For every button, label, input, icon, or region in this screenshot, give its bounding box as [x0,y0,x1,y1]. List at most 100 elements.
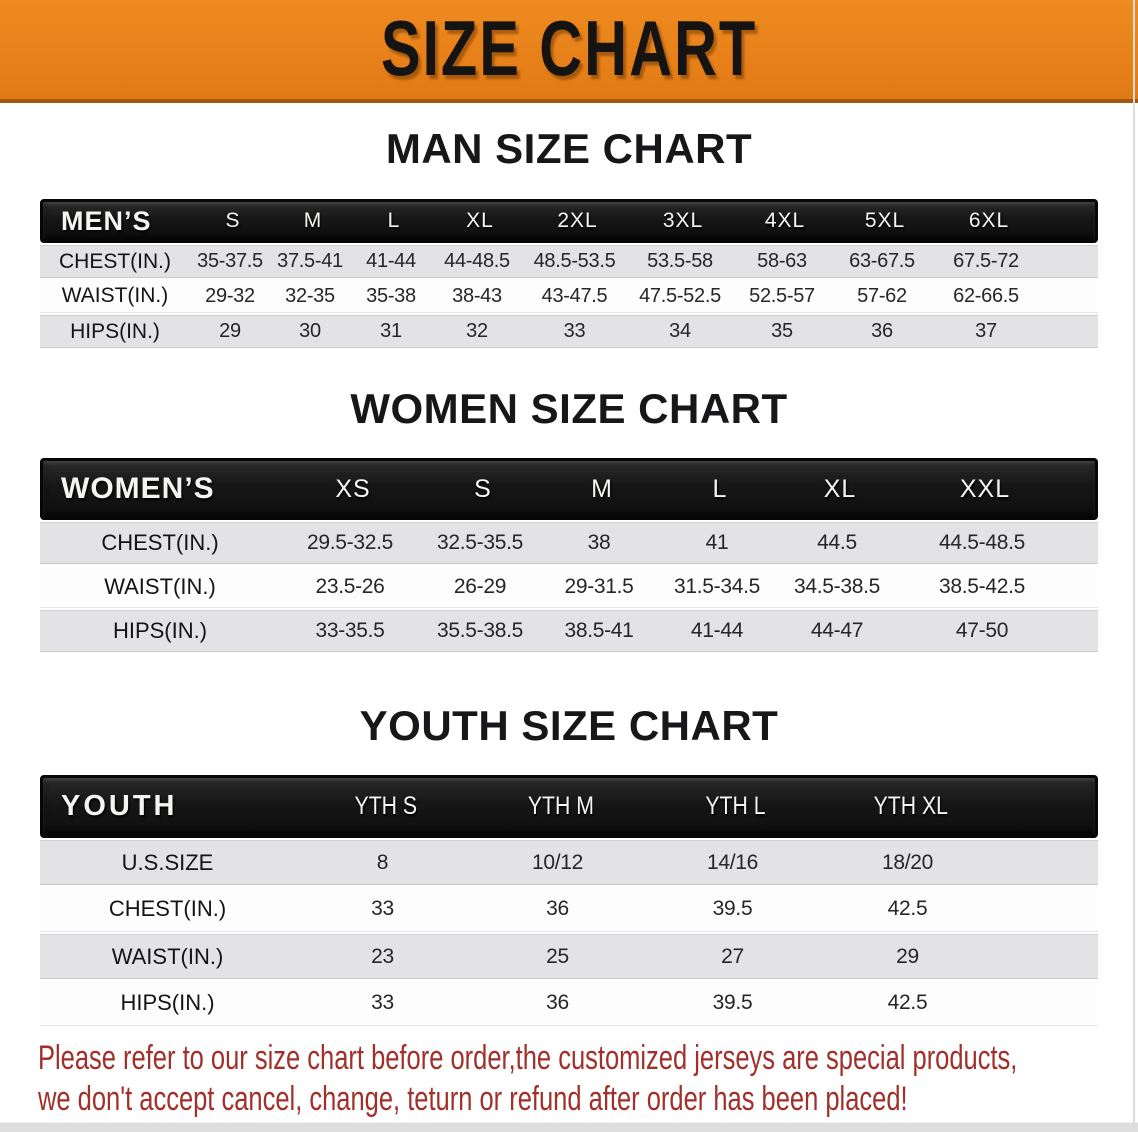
column-header-label: M [303,209,323,232]
column-header-label: 2XL [557,209,598,232]
cell-value: 62-66.5 [953,284,1019,307]
cell-value: 58-63 [757,250,807,272]
column-header: XL [779,475,901,504]
cell-value: 34.5-38.5 [793,574,881,598]
column-header: 4XL [736,209,834,233]
cell-value: 38.5-42.5 [938,574,1026,598]
cell-value: 57-62 [857,284,907,307]
column-header: XS [283,475,423,504]
cell-value: 32-35 [285,284,335,307]
cell-value: 23 [371,944,394,968]
cell-value: 42.5 [887,991,928,1014]
charts-main: MAN SIZE CHART MEN’S S M L XL 2XL 3XL 4XL 5XL 6XL C… [0,126,1138,1026]
cell-value: 38-43 [452,284,502,307]
column-header: 6XL [936,209,1042,233]
section-heading: WOMEN SIZE CHART [350,385,788,432]
size-table-men: MEN’S S M L XL 2XL 3XL 4XL 5XL 6XL CHEST(IN.) 35-37… [40,199,1098,348]
column-header: 2XL [525,209,630,233]
cell-value: 36 [871,320,893,342]
column-header: 5XL [834,209,936,233]
table-header-bar: MEN’S S M L XL 2XL 3XL 4XL 5XL 6XL [40,199,1098,243]
column-header-label: YTH L [705,792,766,820]
cell-value: 35-37.5 [197,250,263,272]
table-row: U.S.SIZE 8 10/12 14/16 18/20 [40,840,1098,885]
cell-value: 23.5-26 [315,574,385,598]
column-header-label: XL [823,474,857,503]
cell-value: 29-32 [205,284,255,307]
table-row: HIPS(IN.) 33 36 39.5 42.5 [40,981,1098,1026]
column-header-label: S [225,209,241,232]
cell-value: 47.5-52.5 [639,284,721,307]
table-row: HIPS(IN.) 33-35.5 35.5-38.5 38.5-41 41-44 44-… [40,610,1098,652]
column-header: YTH L [648,792,823,821]
column-header-label: M [591,474,613,503]
column-header: YTH S [298,792,473,821]
column-header-label: 6XL [968,209,1010,232]
cell-value: 8 [376,850,389,874]
section-heading: MAN SIZE CHART [385,125,753,172]
table-row: CHEST(IN.) 33 36 39.5 42.5 [40,887,1098,932]
column-header: YTH M [473,792,648,821]
table-header-bar: YOUTH YTH S YTH M YTH L YTH XL [40,775,1098,838]
cell-value: 30 [299,320,321,342]
table-corner-label: YOUTH [61,790,178,822]
cell-value: 48.5-53.5 [533,250,616,272]
table-row: CHEST(IN.) 29.5-32.5 32.5-35.5 38 41 44.5 44.5… [40,522,1098,564]
column-header-label: 4XL [764,209,806,232]
table-header-bar: WOMEN’S XS S M L XL XXL [40,458,1098,520]
column-header: YTH XL [823,792,998,821]
banner: SIZE CHART [0,0,1138,103]
table-row: WAIST(IN.) 23.5-26 26-29 29-31.5 31.5-34.5 34… [40,566,1098,608]
cell-value: 29.5-32.5 [306,531,394,554]
column-header-label: 5XL [864,209,906,232]
cell-value: 44.5-48.5 [938,531,1026,554]
column-header: M [273,209,353,233]
cell-value: 53.5-58 [647,250,713,272]
cell-value: 29 [896,944,919,968]
row-label: WAIST(IN.) [104,573,216,599]
cell-value: 14/16 [706,850,759,874]
column-header: S [193,209,273,233]
table-row: WAIST(IN.) 29-32 32-35 35-38 38-43 43-47.5 47.… [40,280,1098,313]
cell-value: 39.5 [712,991,753,1014]
column-header: 3XL [630,209,736,233]
cell-value: 36 [546,897,569,920]
cell-value: 41 [705,531,729,554]
row-label: CHEST(IN.) [59,249,171,273]
cell-value: 41-44 [366,250,416,272]
disclaimer-line-2: we don't accept cancel, change, teturn o… [38,1080,908,1118]
disclaimer: Please refer to our size chart before or… [38,1038,1138,1120]
table-corner-label: MEN’S [61,205,152,236]
row-label: HIPS(IN.) [70,319,160,343]
cell-value: 38 [587,531,611,554]
cell-value: 36 [546,991,569,1014]
column-header: XXL [901,475,1069,504]
row-label: CHEST(IN.) [101,530,219,555]
row-label: HIPS(IN.) [112,618,208,643]
cell-value: 39.5 [712,897,753,920]
row-label: CHEST(IN.) [108,896,227,921]
cell-value: 32 [466,320,488,342]
column-header-label: XXL [959,474,1011,503]
size-table-youth: YOUTH YTH S YTH M YTH L YTH XL U.S.SIZE 8 10/12… [40,775,1098,1026]
column-header-label: S [474,474,492,503]
cell-value: 31.5-34.5 [673,574,761,598]
column-header-label: YTH XL [873,792,948,820]
cell-value: 34 [669,320,691,342]
column-header: XL [435,209,525,233]
column-header-label: YTH M [527,792,594,820]
cell-value: 27 [721,944,744,968]
cell-value: 31 [380,320,402,342]
cell-value: 26-29 [453,574,507,598]
cell-value: 37.5-41 [277,250,343,272]
cell-value: 63-67.5 [849,250,915,272]
cell-value: 10/12 [531,850,584,874]
image-bottom-strip [0,1122,1138,1132]
column-header: S [423,475,543,504]
cell-value: 44.5 [817,531,857,554]
cell-value: 33-35.5 [315,619,385,642]
row-label: U.S.SIZE [121,849,214,875]
cell-value: 29 [219,320,241,342]
cell-value: 44-47 [810,619,864,642]
table-row: HIPS(IN.) 29 30 31 32 33 34 35 36 37 [40,315,1098,348]
